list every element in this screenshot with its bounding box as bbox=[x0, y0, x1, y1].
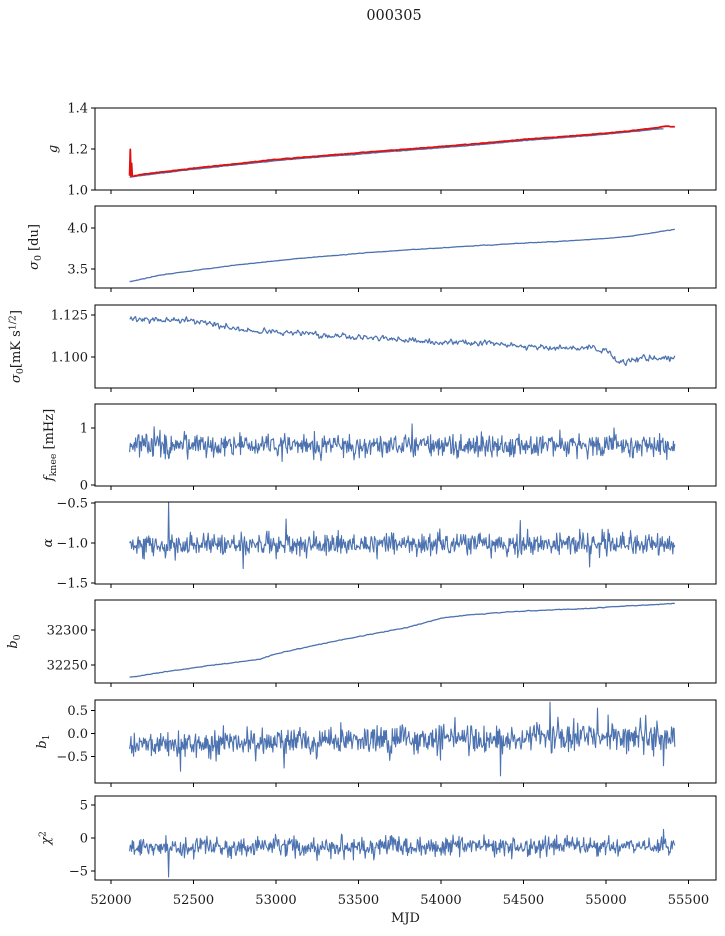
y-tick-label: 1.100 bbox=[51, 351, 88, 366]
y-tick-label: 3.5 bbox=[67, 262, 88, 277]
axes-frame bbox=[94, 599, 717, 684]
axes-frame bbox=[94, 795, 717, 881]
series-b0 bbox=[129, 602, 675, 678]
x-tick-label: 53000 bbox=[255, 893, 296, 908]
y-tick-label: −5 bbox=[69, 865, 88, 880]
y-tick-label: 1.0 bbox=[67, 184, 88, 199]
axes-frame bbox=[94, 699, 717, 784]
y-tick-label: 1.125 bbox=[51, 309, 88, 324]
y-axis-label-g: g bbox=[46, 145, 61, 153]
panel-b1: 0.5 0.0 −0.5 b1 bbox=[35, 699, 717, 787]
y-tick-label: 1.2 bbox=[67, 143, 88, 158]
series-sigma0-du bbox=[129, 228, 675, 283]
x-tick-label: 52000 bbox=[90, 893, 131, 908]
panel-g: 1.0 1.2 1.4 g bbox=[46, 102, 717, 199]
axes-frame bbox=[94, 403, 717, 487]
y-axis-label-sigma0-du: σ0 [du] bbox=[27, 224, 44, 270]
figure-title: 000305 bbox=[366, 8, 422, 24]
x-tick-label: 53500 bbox=[338, 893, 379, 908]
y-axis-label-fknee: fknee [mHz] bbox=[42, 409, 59, 482]
x-tick-label: 55500 bbox=[668, 893, 709, 908]
x-tick-label: 54500 bbox=[503, 893, 544, 908]
y-axis-label-chi2: χ2 bbox=[38, 831, 55, 846]
series-fknee bbox=[129, 423, 676, 463]
x-axis-label: MJD bbox=[391, 911, 420, 926]
axes-frame bbox=[94, 205, 717, 289]
y-axis-label-sigma0-mK: σ0[mK s1/2] bbox=[8, 310, 27, 383]
y-tick-label: −1.5 bbox=[56, 577, 88, 592]
x-tick-label: 52500 bbox=[173, 893, 214, 908]
series-sigma0-mK bbox=[129, 316, 676, 367]
series-chi2 bbox=[129, 828, 676, 878]
panel-b0: 32250 32300 b0 bbox=[6, 599, 717, 687]
y-tick-label: −1.0 bbox=[56, 537, 88, 552]
axes-frame bbox=[94, 304, 717, 389]
y-axis-label-b1: b1 bbox=[35, 734, 52, 748]
y-tick-label: 0.5 bbox=[67, 704, 88, 719]
y-tick-label: 1.4 bbox=[67, 102, 88, 117]
y-tick-label: 1 bbox=[80, 421, 88, 436]
x-tick-label: 54000 bbox=[420, 893, 461, 908]
y-axis-label-alpha: α bbox=[41, 538, 56, 547]
series-gain-model bbox=[128, 125, 676, 178]
y-tick-label: −0.5 bbox=[56, 497, 88, 512]
y-tick-label: −0.5 bbox=[56, 750, 88, 765]
y-tick-label: 0.0 bbox=[67, 727, 88, 742]
series-b1 bbox=[129, 701, 676, 777]
y-tick-label: 5 bbox=[80, 798, 88, 813]
y-tick-label: 32250 bbox=[47, 658, 88, 673]
panel-sigma0-mK: 1.100 1.125 σ0[mK s1/2] bbox=[8, 304, 717, 392]
panel-fknee: 0 1 fknee [mHz] bbox=[42, 403, 717, 493]
y-tick-label: 4.0 bbox=[67, 221, 88, 236]
y-tick-label: 32300 bbox=[47, 623, 88, 638]
series-gain-data bbox=[129, 128, 664, 178]
x-tick-label: 55000 bbox=[585, 893, 626, 908]
y-axis-label-b0: b0 bbox=[6, 634, 23, 648]
y-tick-label: 0 bbox=[80, 478, 88, 493]
y-tick-label: 0 bbox=[80, 832, 88, 847]
panel-alpha: −0.5 −1.0 −1.5 α bbox=[41, 497, 717, 592]
panel-sigma0-du: 3.5 4.0 σ0 [du] bbox=[27, 205, 717, 292]
series-alpha bbox=[129, 502, 676, 570]
